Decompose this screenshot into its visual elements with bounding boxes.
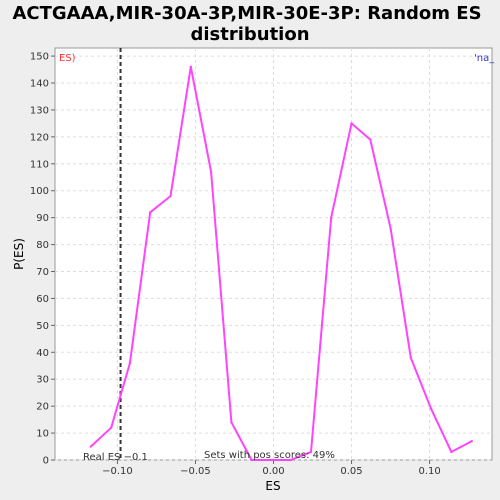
x-axis-label: ES — [265, 479, 280, 493]
data-point — [250, 458, 253, 462]
y-tick-label: 80 — [36, 240, 49, 251]
real-es-label: Real ES −0.1 — [83, 452, 148, 463]
data-point — [289, 458, 292, 462]
data-point — [89, 445, 93, 448]
y-tick-label: 140 — [30, 79, 49, 90]
y-tick-label: 40 — [36, 348, 49, 359]
y-tick-label: 120 — [30, 132, 49, 143]
y-tick-label: 10 — [36, 429, 49, 440]
y-tick-label: 90 — [36, 213, 49, 224]
legend-entry-right: 'na_ — [474, 53, 495, 64]
x-tick-label: 0.05 — [340, 466, 362, 477]
y-tick-label: 30 — [36, 375, 49, 386]
data-point — [470, 439, 473, 443]
data-point — [309, 450, 313, 454]
x-tick-label: −0.05 — [180, 466, 211, 477]
legend-entry-left: ES) — [59, 53, 76, 64]
data-point — [330, 216, 333, 219]
data-point — [409, 356, 413, 359]
y-tick-label: 110 — [30, 159, 49, 170]
grid — [55, 48, 492, 461]
y-tick-label: 20 — [36, 402, 49, 413]
data-point — [230, 421, 233, 424]
chart-title-line-1: ACTGAAA,MIR-30A-3P,MIR-30E-3P: Random ES — [12, 3, 481, 24]
y-tick-label: 70 — [36, 267, 49, 278]
pos-scores-annotation: Sets with pos scores: 49% — [204, 450, 335, 461]
series-line — [90, 65, 473, 461]
data-point — [169, 194, 172, 198]
x-tick-label: 0.10 — [418, 466, 440, 477]
data-point — [149, 211, 152, 214]
data-point — [350, 122, 353, 125]
y-tick-label: 50 — [36, 321, 49, 332]
y-tick-label: 60 — [36, 294, 49, 305]
y-axis-label: P(ES) — [12, 238, 26, 270]
y-tick-label: 150 — [30, 52, 49, 63]
y-tick-label: 100 — [30, 186, 49, 197]
data-point — [109, 426, 113, 429]
data-point — [450, 450, 453, 454]
x-axis-ticks: −0.10 −0.05 0.00 0.05 0.10 — [102, 460, 441, 477]
data-point — [389, 227, 392, 230]
data-point — [209, 170, 213, 174]
x-tick-label: 0.00 — [262, 466, 284, 477]
y-tick-label: 0 — [43, 456, 49, 467]
chart-title-line-2: distribution — [190, 24, 309, 45]
y-tick-label: 130 — [30, 105, 49, 116]
data-point — [369, 138, 372, 141]
data-point — [189, 65, 192, 69]
x-tick-label: −0.10 — [102, 466, 133, 477]
y-axis-ticks: 0 10 20 30 40 50 60 70 80 90 100 110 120 130 140 150 — [30, 52, 55, 467]
data-point — [128, 361, 132, 365]
series-layer — [89, 65, 473, 462]
data-point — [270, 458, 274, 462]
data-point — [429, 407, 433, 411]
